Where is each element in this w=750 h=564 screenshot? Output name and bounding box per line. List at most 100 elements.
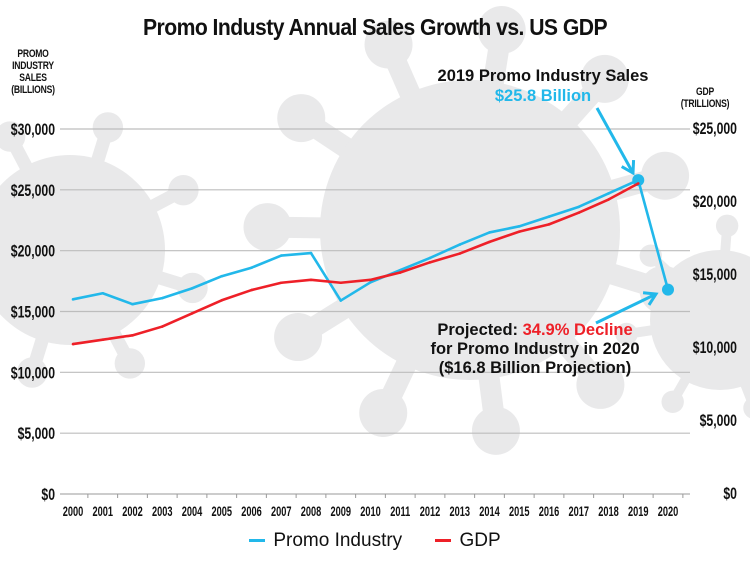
data-point — [131, 302, 134, 306]
annotation-2020-line1: Projected: 34.9% Decline — [385, 321, 685, 340]
left-tick-label: $15,000 — [11, 304, 55, 322]
data-point — [607, 198, 610, 201]
highlight-marker-2020 — [662, 283, 674, 296]
x-tick-label: 2020 — [658, 503, 679, 520]
x-tick-label: 2003 — [152, 503, 173, 520]
arrow-head — [642, 291, 659, 306]
virus-spike-tip — [364, 20, 413, 69]
virus-spike-tip — [615, 322, 638, 346]
x-tick-label: 2019 — [628, 503, 649, 520]
data-point — [488, 231, 491, 234]
data-point — [309, 251, 313, 255]
virus-spike-tip — [16, 357, 48, 388]
x-tick-label: 2016 — [539, 503, 560, 520]
virus-body — [320, 80, 620, 380]
virus-spike-tip — [641, 151, 690, 200]
data-point — [577, 205, 581, 209]
annotation-2019-label: 2019 Promo Industry Sales — [437, 67, 649, 85]
data-point — [547, 223, 551, 226]
x-tick-label: 2010 — [360, 503, 381, 520]
annotation-2019-value: $25.8 Billion — [494, 87, 592, 105]
x-tick-label: 2006 — [241, 503, 262, 520]
right-tick-label: $15,000 — [693, 266, 737, 284]
data-point — [279, 254, 283, 257]
data-point — [369, 278, 372, 282]
arrow-shaft — [595, 107, 635, 174]
data-point — [547, 215, 551, 218]
right-tick-label: $10,000 — [693, 339, 737, 357]
x-tick-label: 2018 — [598, 503, 619, 520]
data-point — [398, 268, 402, 272]
data-point — [220, 298, 224, 302]
annotation-2020-line3: ($16.8 Billion Projection) — [438, 359, 632, 377]
data-point — [636, 182, 640, 185]
x-tick-label: 2017 — [568, 503, 589, 520]
arrow-shaft — [595, 292, 657, 325]
virus-spike-tip — [277, 94, 326, 143]
x-tick-label: 2011 — [390, 503, 410, 520]
virus-spike-tip — [477, 5, 526, 54]
data-point — [101, 338, 105, 342]
series-line — [72, 182, 639, 346]
data-point — [309, 278, 313, 282]
virus-spike-tip — [274, 313, 323, 362]
left-tick-label: $25,000 — [11, 182, 55, 200]
data-point — [339, 281, 343, 285]
legend-item-promo: Promo Industry — [249, 530, 402, 552]
x-tick-label: 2009 — [330, 503, 351, 520]
virus-spike-tip — [359, 388, 408, 437]
x-tick-label: 2000 — [63, 503, 84, 520]
data-point — [339, 299, 343, 302]
x-axis: 2000 2001 2002 2003 2004 2005 2006 2007 2008 2009… — [63, 494, 684, 520]
data-point — [190, 312, 194, 315]
virus-body — [650, 250, 750, 390]
virus-shape-left — [0, 112, 208, 388]
legend-swatch-gdp — [435, 539, 452, 543]
data-point — [577, 211, 581, 214]
left-tick-label: $5,000 — [18, 425, 55, 443]
annotation-arrows — [595, 107, 659, 325]
data-point — [428, 261, 432, 264]
x-tick-label: 2005 — [211, 503, 232, 520]
right-axis-title: GDP (TRILLIONS) — [679, 86, 730, 110]
x-tick-label: 2015 — [509, 503, 530, 520]
left-tick-label: $20,000 — [11, 243, 55, 261]
left-axis-title-line: SALES — [19, 72, 47, 84]
legend-label-promo: Promo Industry — [273, 530, 403, 551]
virus-spike-tip — [580, 54, 629, 103]
virus-spike-tip — [661, 390, 684, 414]
data-point — [369, 281, 372, 284]
data-point — [428, 256, 432, 260]
data-point — [458, 252, 462, 255]
arrow-to-2019-point — [595, 107, 636, 176]
arrow-to-2020-point — [595, 291, 659, 325]
virus-spike-tip — [715, 214, 739, 237]
data-point — [458, 243, 462, 246]
chart-title: Promo Industy Annual Sales Growth vs. US… — [142, 14, 608, 40]
virus-spike-tip — [114, 348, 146, 379]
left-axis-title-line: PROMO — [17, 48, 49, 60]
highlight-marker-2019 — [632, 174, 645, 187]
annotation-2020-prefix: Projected: — [437, 321, 523, 339]
data-point — [517, 230, 521, 233]
series-gdp — [71, 182, 640, 346]
right-axis-title-line: GDP — [696, 86, 714, 98]
right-axis: $0 $5,000 $10,000 $15,000 $20,000 $25,000 — [693, 120, 737, 503]
virus-shape-right — [615, 214, 750, 419]
data-point — [488, 240, 491, 244]
virus-body — [0, 155, 165, 345]
data-point — [101, 291, 105, 295]
data-point — [250, 288, 253, 292]
right-axis-title-line: (TRILLIONS) — [680, 98, 730, 110]
right-tick-label: $0 — [723, 485, 737, 503]
series-line — [72, 178, 670, 306]
arrow-head — [620, 159, 636, 176]
x-tick-label: 2004 — [182, 503, 203, 520]
x-tick-label: 2013 — [449, 503, 470, 520]
x-tick-label: 2002 — [122, 503, 143, 520]
series-group — [71, 174, 674, 346]
data-point — [160, 296, 164, 300]
right-tick-label: $20,000 — [693, 193, 737, 211]
